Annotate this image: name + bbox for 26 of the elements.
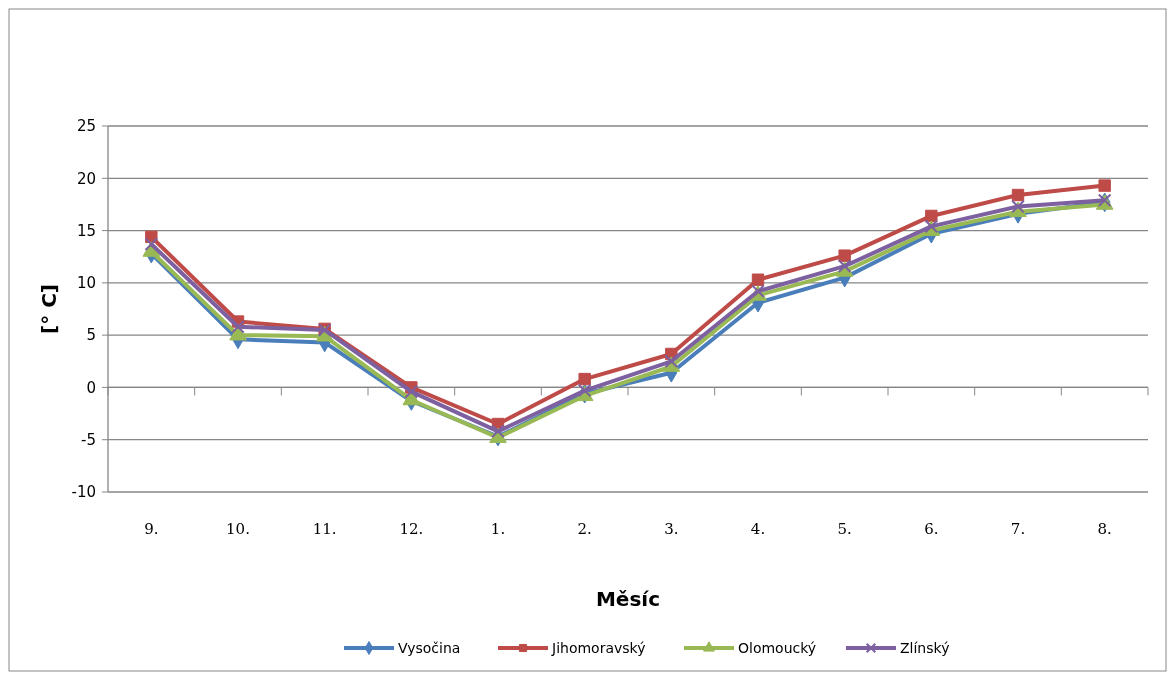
y-tick-label: -5 xyxy=(81,430,96,449)
x-tick-label: 1. xyxy=(490,520,506,538)
legend-label: Olomoucký xyxy=(738,639,817,656)
x-tick-label: 5. xyxy=(837,520,852,538)
x-tick-label: 2. xyxy=(577,520,592,538)
legend-label: Jihomoravský xyxy=(551,639,646,656)
legend-label: Zlínský xyxy=(900,639,950,656)
y-tick-label: 10 xyxy=(76,274,96,293)
x-tick-label: 9. xyxy=(144,520,159,538)
y-tick-label: -10 xyxy=(71,483,96,502)
x-tick-label: 10. xyxy=(226,520,250,538)
x-axis-title: Měsíc xyxy=(595,587,661,611)
y-tick-label: 25 xyxy=(76,117,96,136)
x-tick-label: 8. xyxy=(1097,520,1112,538)
x-tick-label: 7. xyxy=(1010,520,1026,538)
x-tick-label: 6. xyxy=(924,520,939,538)
x-tick-label: 12. xyxy=(399,520,424,538)
legend-label: Vysočina xyxy=(398,639,461,656)
y-tick-label: 20 xyxy=(76,169,96,188)
y-axis-title: [° C] xyxy=(37,284,61,334)
y-tick-label: 5 xyxy=(86,326,96,345)
x-tick-label: 4. xyxy=(750,520,766,538)
x-tick-label: 11. xyxy=(312,520,337,538)
y-tick-label: 15 xyxy=(76,221,96,240)
x-tick-label: 3. xyxy=(664,520,679,538)
y-tick-label: 0 xyxy=(86,378,96,397)
